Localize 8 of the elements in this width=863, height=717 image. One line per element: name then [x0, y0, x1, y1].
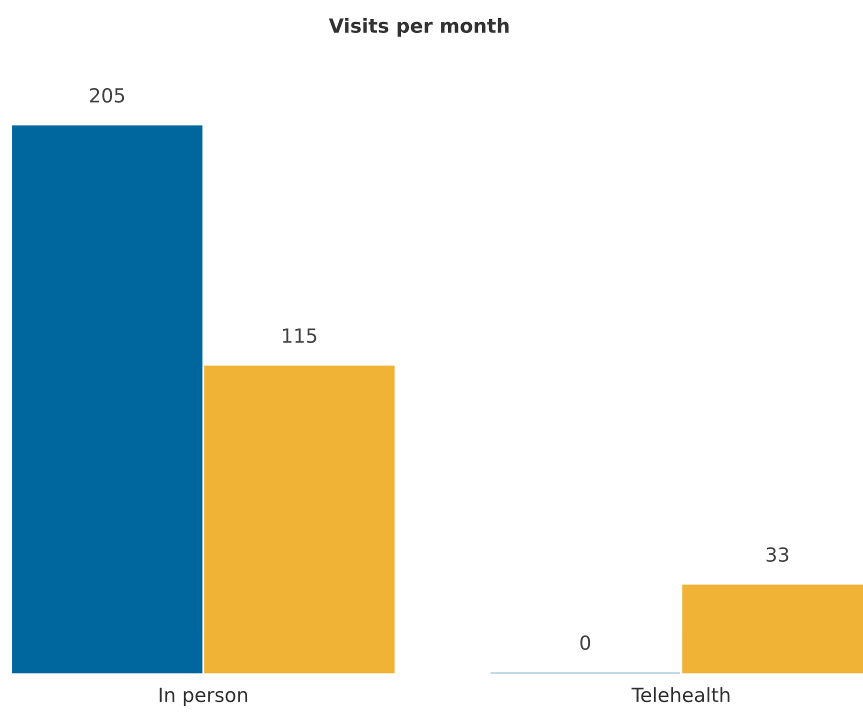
bar — [12, 125, 202, 674]
data-label: 205 — [90, 88, 124, 103]
x-tick-label: In person — [160, 688, 248, 706]
data-label: 33 — [766, 547, 788, 562]
data-label: 115 — [282, 328, 316, 343]
data-label: 0 — [580, 635, 590, 650]
x-tick-label: Telehealth — [632, 687, 730, 702]
chart-title: Visits per month — [328, 18, 509, 37]
